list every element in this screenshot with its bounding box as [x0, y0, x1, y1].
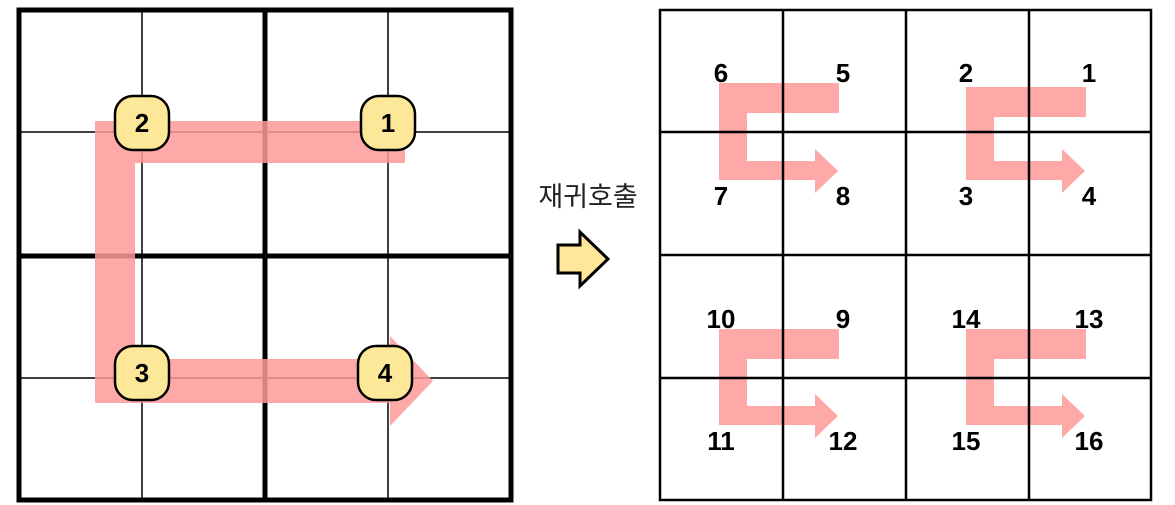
- cell-label: 10: [707, 304, 736, 334]
- cell-label: 5: [836, 58, 850, 88]
- cell-label: 3: [959, 181, 973, 211]
- cell-label: 13: [1075, 304, 1104, 334]
- right-paths: [719, 83, 1086, 438]
- left-node-2: 2: [113, 94, 171, 152]
- left-node-3-label: 3: [135, 358, 149, 388]
- left-node-1: 1: [359, 94, 417, 152]
- quadrant-path-top-right: [966, 87, 1086, 193]
- cell-label: 4: [1082, 181, 1097, 211]
- left-node-4-label: 4: [378, 358, 393, 388]
- right-labels: 6 5 7 8 2 1 3 4 10 9 11 12 14 13 15 16: [707, 58, 1104, 456]
- right-panel: 6 5 7 8 2 1 3 4 10 9 11 12 14 13 15 16: [658, 8, 1153, 502]
- cell-label: 6: [714, 58, 728, 88]
- transition: 재귀호출: [538, 182, 638, 290]
- right-arrow-icon: [556, 228, 611, 290]
- cell-label: 12: [829, 426, 858, 456]
- recursion-label: 재귀호출: [538, 182, 637, 213]
- cell-label: 1: [1082, 58, 1096, 88]
- left-node-3: 3: [113, 344, 171, 402]
- quadrant-path-top-left: [719, 83, 839, 193]
- cell-label: 7: [714, 181, 728, 211]
- cell-label: 9: [836, 304, 850, 334]
- cell-label: 15: [952, 426, 981, 456]
- quadrant-path-bottom-right: [966, 329, 1086, 438]
- quadrant-path-bottom-left: [719, 329, 839, 438]
- cell-label: 14: [952, 304, 981, 334]
- cell-label: 2: [959, 58, 973, 88]
- cell-label: 11: [707, 426, 735, 456]
- left-thick-grid: [16, 7, 514, 503]
- left-panel: 1 2 3 4: [16, 7, 514, 503]
- left-node-1-label: 1: [381, 108, 395, 138]
- cell-label: 8: [836, 181, 850, 211]
- left-node-4: 4: [356, 344, 414, 402]
- right-grid: [658, 8, 1153, 502]
- left-node-2-label: 2: [135, 108, 149, 138]
- cell-label: 16: [1075, 426, 1104, 456]
